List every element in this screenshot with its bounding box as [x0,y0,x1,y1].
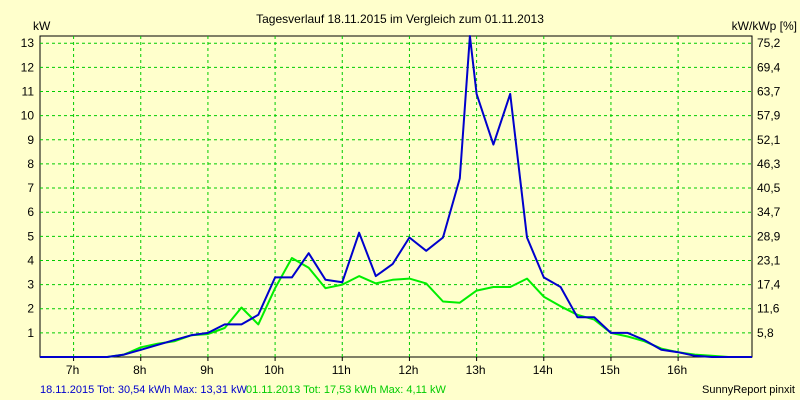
y-tick-label-left: 7 [27,181,34,195]
brand-label: SunnyReport pinxit [702,384,795,396]
tick-labels: 7h 8h 9h 10h 11h 12h 13h 14h 15h 16h 1 5,8 2 11,6 3 17,… [21,36,781,377]
y-tick-label-left: 8 [27,157,34,171]
x-tick-label: 16h [667,363,687,377]
x-tick-label: 12h [398,363,418,377]
legend-item-series-2: 01.11.2013 Tot: 17,53 kWh Max: 4,11 kW [246,384,447,396]
y-tick-label-right: 57,9 [757,109,781,123]
y-tick-label-left: 3 [27,278,34,292]
y-tick-label-right: 75,2 [757,36,781,50]
y-tick-label-right: 69,4 [757,60,781,74]
x-tick-label: 15h [600,363,620,377]
y-tick-label-right: 28,9 [757,229,781,243]
y-tick-label-left: 6 [27,205,34,219]
y-tick-label-right: 63,7 [757,85,781,99]
y-axis-left-label: kW [33,19,51,33]
chart-title: Tagesverlauf 18.11.2015 im Vergleich zum… [256,12,544,26]
y-tick-label-left: 4 [27,253,34,267]
y-axis-right-label: kW/kWp [%] [732,19,797,33]
y-tick-label-left: 1 [27,326,34,340]
y-tick-label-left: 2 [27,302,34,316]
y-tick-label-right: 5,8 [757,326,774,340]
y-tick-label-right: 11,6 [757,302,780,316]
series-line-18.11.2015 [40,35,752,358]
y-tick-label-right: 40,5 [757,181,781,195]
y-tick-label-right: 52,1 [757,133,781,147]
y-tick-label-left: 5 [27,229,34,243]
y-tick-label-right: 46,3 [757,157,781,171]
x-tick-label: 8h [133,363,146,377]
legend-item-series-1: 18.11.2015 Tot: 30,54 kWh Max: 13,31 kW [40,384,247,396]
y-tick-label-right: 23,1 [757,253,781,267]
series-lines [40,35,752,358]
y-tick-label-left: 13 [21,36,35,50]
x-tick-label: 7h [66,363,79,377]
y-tick-label-left: 10 [21,109,35,123]
plot-area [39,35,753,358]
y-tick-label-left: 12 [21,60,35,74]
x-tick-label: 11h [332,363,351,377]
x-tick-label: 9h [200,363,213,377]
x-tick-label: 14h [533,363,553,377]
y-tick-label-left: 9 [27,133,34,147]
x-tick-label: 10h [264,363,284,377]
x-tick-label: 13h [466,363,486,377]
y-tick-label-left: 11 [22,85,35,99]
y-tick-label-right: 34,7 [757,205,781,219]
y-tick-label-right: 17,4 [757,278,781,292]
